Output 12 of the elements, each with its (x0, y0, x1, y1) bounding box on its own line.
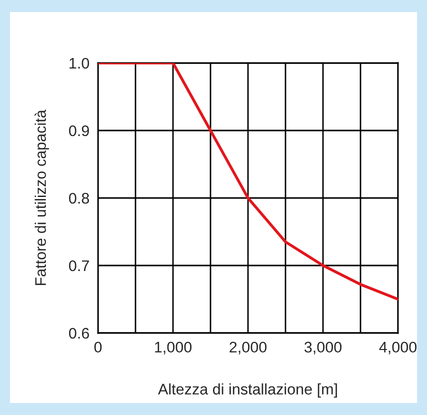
x-tick-label: 0 (94, 342, 102, 353)
y-tick-label: 0.6 (69, 328, 89, 339)
y-tick-label: 1.0 (70, 58, 90, 69)
x-tick-label: 4,000 (379, 342, 417, 354)
x-axis-title: Altezza di installazione [m] (158, 383, 337, 398)
x-tick-label: 3,000 (304, 342, 342, 354)
x-tick-label: 1,000 (155, 342, 192, 354)
x-tick-label: 2,000 (230, 342, 267, 354)
y-axis-title: Fattore di utilizzo capacità (34, 110, 49, 286)
y-tick-label: 0.9 (69, 125, 89, 136)
y-tick-label: 0.8 (69, 192, 90, 204)
y-tick-label: 0.7 (69, 260, 89, 272)
